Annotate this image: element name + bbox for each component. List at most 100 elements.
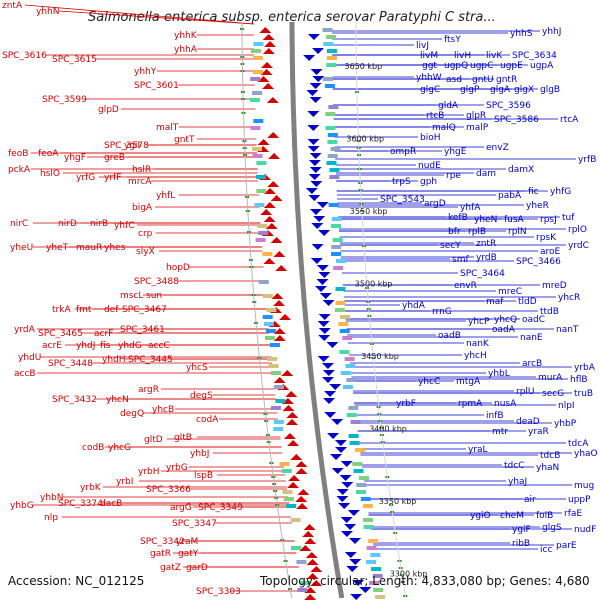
gene-label: yhes [104,243,126,253]
gene-label: nirB [90,219,108,229]
gene-label: yhdH [102,355,126,365]
gene-label: SPC_3616 [2,51,47,61]
reverse-gene-arrow [262,34,275,40]
forward-gene-arrow [322,300,335,306]
cog-block [263,322,274,326]
forward-gene-arrow [311,223,324,229]
reverse-gene-arrow [268,153,281,159]
reverse-gene-arrow [306,559,319,565]
cog-block [353,469,364,473]
forward-gene-arrow [317,321,330,327]
forward-gene-arrow [346,566,359,572]
gene-label: rplN [508,227,527,237]
gene-label: garD [186,563,208,573]
gene-label: yhcR [558,293,580,303]
cog-block [334,308,345,312]
gene-label: greB [104,153,125,163]
cog-block [358,476,369,480]
gene-label: yrfF [104,173,121,183]
gene-label: rpsJ [540,215,557,225]
cog-block [333,266,344,270]
cog-block [372,574,383,578]
cog-block [252,154,263,158]
gene-label: glgB [540,85,560,95]
cog-block [362,518,373,522]
gene-label: tdcA [568,439,589,449]
gene-label: yhfA [460,203,481,213]
reverse-gene-arrow [306,573,319,579]
forward-gene-arrow [305,188,318,194]
cog-block [270,371,281,375]
cog-block [330,147,341,151]
gene-label: arcB [522,359,542,369]
forward-gene-arrow [307,111,320,117]
gene-label: ygiF [512,525,531,535]
gene-label: yraM [176,537,198,547]
reverse-gene-arrow [310,566,323,572]
forward-gene-arrow [306,90,319,96]
cog-block [282,490,293,494]
gene-label: rtcB [426,111,444,121]
gene-label: nanT [556,325,579,335]
reverse-gene-arrow [295,496,308,502]
cog-block [249,98,260,102]
forward-gene-arrow [347,510,360,516]
reverse-gene-arrow [299,545,312,551]
cog-block [327,140,338,144]
gene-label: mug [574,481,594,491]
kbp-mark: 3500 kbp [355,280,393,289]
gene-label: SPC_3432 [52,395,97,405]
reverse-gene-arrow [260,209,273,215]
forward-gene-arrow [336,496,349,502]
gene-label: yhbN [40,493,63,503]
gene-label: yhcS [186,363,208,373]
forward-gene-arrow [309,167,322,173]
reverse-gene-arrow [266,97,279,103]
cog-block [368,539,379,543]
cog-block [327,133,338,137]
cog-block [366,560,377,564]
gene-label: damX [508,165,534,175]
kbp-mark: 3300 kbp [390,570,428,579]
gene-label: mreD [542,281,567,291]
gene-label: malP [466,123,489,133]
cog-block [331,245,342,249]
forward-gene-arrow [310,258,323,264]
reverse-gene-arrow [304,538,317,544]
forward-gene-arrow [318,314,331,320]
forward-gene-arrow [335,447,348,453]
gene-label: nanK [466,339,490,349]
forward-gene-arrow [322,370,335,376]
gene-label: asd [446,75,462,85]
gene-label: gph [420,177,437,187]
leader-line [58,10,255,25]
gene-label: dacB [100,499,122,509]
reverse-gene-arrow [295,468,308,474]
reverse-gene-arrow [273,300,286,306]
reverse-gene-arrow [295,461,308,467]
forward-gene-arrow [310,69,323,75]
reverse-gene-arrow [260,69,273,75]
reverse-gene-arrow [263,202,276,208]
forward-gene-arrow [310,181,323,187]
cog-block [328,105,339,109]
gene-label: tdcB [540,451,560,461]
gene-label: ompR [390,147,416,157]
reverse-gene-arrow [259,27,272,33]
gene-label: murA [538,373,563,383]
gene-label: oadA [492,325,516,335]
reverse-gene-arrow [261,62,274,68]
gene-label: gldA [438,101,459,111]
cog-block [349,441,360,445]
gene-label: degS [190,391,213,401]
forward-gene-arrow [308,174,321,180]
leader-lines [24,4,576,592]
gene-label: pckA [8,165,31,175]
reverse-gene-arrow [262,48,275,54]
gene-label: pabA [498,191,522,201]
forward-gene-arrow [340,531,353,537]
cog-block [329,168,340,172]
gene-label: secY [440,241,461,251]
cog-block [291,546,301,550]
cog-block [342,336,353,340]
